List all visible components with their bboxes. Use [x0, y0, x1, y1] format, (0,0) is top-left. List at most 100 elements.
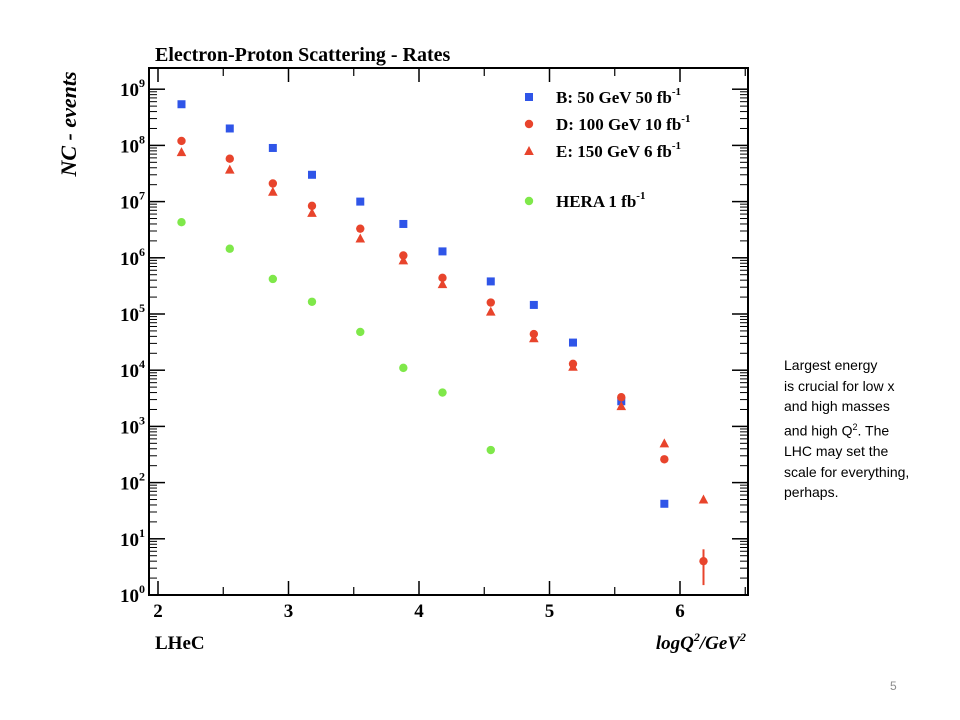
data-point — [486, 277, 495, 286]
data-point — [617, 393, 626, 402]
side-note-line: is crucial for low x — [784, 377, 895, 394]
y-tick-label: 109 — [120, 76, 145, 101]
y-tick-base: 10 — [120, 417, 139, 438]
x-tick-label: 3 — [284, 601, 294, 622]
chart-title: Electron-Proton Scattering - Rates — [155, 44, 451, 66]
plot-frame — [148, 67, 749, 596]
data-point — [177, 100, 186, 109]
x-axis-label-main: logQ — [656, 633, 694, 654]
data-point — [268, 274, 278, 284]
legend-entry-sup: -1 — [681, 113, 690, 125]
side-note-line: Largest energy — [784, 357, 878, 373]
data-point — [486, 445, 495, 455]
data-point — [307, 207, 317, 217]
y-tick-label: 107 — [120, 189, 145, 214]
data-point — [398, 255, 409, 265]
y-tick-exp: 0 — [139, 582, 145, 596]
y-tick-base: 10 — [120, 193, 139, 214]
y-axis-label: NC - events — [56, 71, 81, 177]
y-tick-label: 102 — [120, 470, 145, 495]
y-tick-exp: 4 — [139, 357, 145, 371]
corner-label: LHeC — [155, 633, 205, 654]
data-point — [529, 300, 538, 309]
legend-marker — [524, 119, 534, 129]
data-point — [529, 333, 539, 343]
y-tick-base: 10 — [120, 80, 139, 101]
y-tick-base: 10 — [120, 474, 139, 495]
y-tick-label: 101 — [120, 526, 145, 551]
data-point — [698, 494, 709, 504]
side-note-line: and high masses — [784, 398, 890, 415]
data-point — [307, 170, 316, 179]
page-number: 5 — [890, 679, 897, 693]
x-axis-label-sup2: 2 — [739, 630, 746, 644]
side-note: Largest energy is crucial for low x and … — [784, 355, 954, 503]
data-point — [616, 401, 627, 411]
y-tick-exp: 8 — [139, 132, 145, 146]
legend-entry-name: D: 100 GeV 10 fb — [556, 115, 681, 134]
data-point — [307, 297, 317, 306]
legend-entry-sup: -1 — [636, 190, 645, 202]
y-tick-exp: 1 — [139, 526, 145, 540]
data-point — [225, 154, 234, 163]
legend: B: 50 GeV 50 fb-1D: 100 GeV 10 fb-1E: 15… — [524, 86, 690, 211]
legend-entry: B: 50 GeV 50 fb-1 — [556, 86, 681, 107]
data-point — [356, 197, 365, 206]
legend-entry-name: E: 150 GeV 6 fb — [556, 142, 672, 161]
data-point — [660, 455, 669, 464]
data-point — [307, 201, 317, 211]
y-tick-label: 100 — [120, 582, 145, 607]
data-point — [268, 143, 277, 152]
side-note-text: . The — [857, 422, 890, 439]
y-tick-exp: 3 — [139, 413, 145, 427]
data-point — [438, 388, 447, 397]
data-marks — [176, 100, 709, 586]
data-point — [438, 247, 447, 256]
y-tick-label: 108 — [120, 132, 145, 157]
legend-entry-sup: -1 — [672, 86, 681, 98]
data-point — [438, 273, 447, 283]
x-tick-label: 5 — [545, 601, 555, 622]
x-axis-label: logQ2/GeV2 — [656, 630, 746, 654]
legend-entry: HERA 1 fb-1 — [556, 190, 645, 211]
data-point — [177, 136, 186, 146]
data-point — [356, 327, 365, 337]
y-tick-label: 105 — [120, 301, 145, 326]
legend-marker — [524, 146, 534, 155]
data-point — [399, 363, 408, 373]
data-point — [225, 124, 234, 133]
data-point — [659, 438, 670, 448]
data-point — [660, 499, 669, 508]
data-point — [437, 279, 448, 289]
y-tick-base: 10 — [120, 586, 139, 607]
side-note-sup: 2 — [852, 421, 858, 432]
data-point — [225, 244, 234, 253]
data-point — [399, 219, 408, 228]
y-tick-label: 106 — [120, 245, 145, 270]
y-tick-exp: 6 — [139, 245, 145, 259]
x-axis-label-unit: /GeV — [698, 633, 741, 654]
x-tick-label: 4 — [414, 601, 424, 622]
y-tick-exp: 5 — [139, 301, 145, 315]
legend-entry-name: B: 50 GeV 50 fb — [556, 88, 672, 107]
data-point — [568, 361, 578, 371]
data-point — [268, 179, 278, 188]
legend-marker — [525, 93, 533, 101]
data-point — [356, 224, 365, 233]
y-tick-base: 10 — [120, 136, 139, 157]
data-point — [568, 338, 577, 347]
y-tick-base: 10 — [120, 305, 139, 326]
y-tick-base: 10 — [120, 249, 139, 270]
x-axis-label-sup1: 2 — [693, 630, 700, 644]
side-note-line: LHC may set the — [784, 443, 889, 460]
data-point — [355, 233, 366, 243]
data-point — [268, 186, 278, 196]
side-note-line: perhaps. — [784, 484, 839, 501]
data-point — [486, 298, 495, 307]
side-note-line: scale for everything, — [784, 463, 910, 480]
data-point — [224, 164, 235, 174]
side-note-text: and high Q — [784, 422, 853, 439]
data-point — [699, 556, 708, 566]
